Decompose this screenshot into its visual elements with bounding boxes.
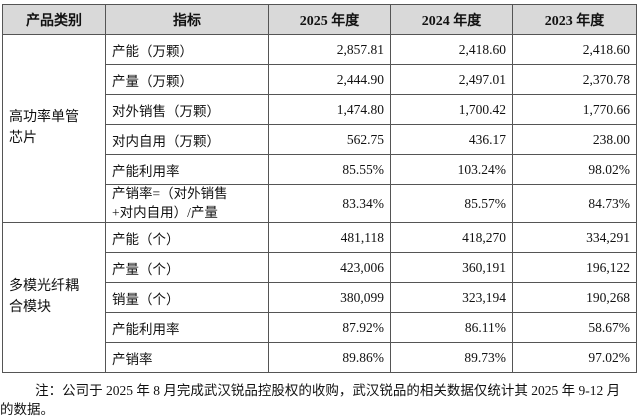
metric-label: 产能利用率 [112,321,180,337]
table-row: 产能利用率 87.92% 86.11% 58.67% [3,312,637,343]
metric-cell: 销量（个） [105,282,269,313]
metric-label: 销量（个） [112,291,180,307]
metric-cell: 产销率 [105,342,269,373]
value-cell: 83.34% [268,184,391,223]
metric-label: 产销率=（对外销售+对内自用）/产量 [112,186,228,220]
value-cell: 423,006 [268,252,391,283]
value-cell: 87.92% [268,312,391,343]
value-cell: 2,857.81 [268,34,391,65]
value-cell: 2,370.78 [512,64,637,95]
value-cell: 190,268 [512,282,637,313]
value-cell: 360,191 [390,252,513,283]
metric-cell: 产能利用率 [105,154,269,185]
value-cell: 238.00 [512,124,637,155]
metric-cell: 对外销售（万颗） [105,94,269,125]
header-cell: 2025 年度 [268,4,391,35]
value-cell: 2,444.90 [268,64,391,95]
metric-label: 产量（万颗） [112,73,193,89]
table-row: 对内自用（万颗） 562.75 436.17 238.00 [3,124,637,155]
capacity-table: 产品类别 指标 2025 年度 2024 年度 2023 年度 高功率单管芯片 产能（万颗… [2,4,637,373]
value-cell: 84.73% [512,184,637,223]
value-cell: 98.02% [512,154,637,185]
value-cell: 89.73% [390,342,513,373]
table-row: 产销率 89.86% 89.73% 97.02% [3,342,637,373]
metric-label: 对内自用（万颗） [112,133,220,149]
metric-cell: 产销率=（对外销售+对内自用）/产量 [105,184,269,223]
metric-label: 对外销售（万颗） [112,103,220,119]
value-cell: 562.75 [268,124,391,155]
table-row: 多模光纤耦合模块 产能（个） 481,118 418,270 334,291 [2,222,637,373]
header-cell: 指标 [105,4,269,35]
metric-cell: 产能（个） [105,222,269,253]
table-row: 对外销售（万颗） 1,474.80 1,700.42 1,770.66 [3,94,637,125]
metric-label: 产量（个） [112,261,180,277]
header-cell: 产品类别 [2,4,106,35]
value-cell: 436.17 [390,124,513,155]
footnote: 注：公司于 2025 年 8 月完成武汉锐品控股权的收购，武汉锐品的相关数据仅统… [0,383,621,417]
metric-label: 产销率 [112,351,153,367]
value-cell: 334,291 [512,222,637,253]
metric-label: 产能利用率 [112,163,180,179]
value-cell: 2,497.01 [390,64,513,95]
metric-cell: 产能利用率 [105,312,269,343]
metric-label: 产能（万颗） [112,43,193,59]
value-cell: 481,118 [268,222,391,253]
value-cell: 89.86% [268,342,391,373]
table-row: 产销率=（对外销售+对内自用）/产量 83.34% 85.57% 84.73% [3,184,637,223]
category-label: 高功率单管芯片 [9,110,79,146]
table-row: 销量（个） 380,099 323,194 190,268 [3,282,637,313]
header-cell: 2024 年度 [390,4,513,35]
value-cell: 1,474.80 [268,94,391,125]
category-cell: 多模光纤耦合模块 [2,222,106,373]
value-cell: 196,122 [512,252,637,283]
table-body: 高功率单管芯片 产能（万颗） 2,857.81 2,418.60 2,418.60 产量（… [2,34,637,373]
metric-cell: 对内自用（万颗） [105,124,269,155]
metric-label: 产能（个） [112,231,180,247]
value-cell: 418,270 [390,222,513,253]
category-label: 多模光纤耦合模块 [9,279,79,315]
value-cell: 85.55% [268,154,391,185]
table-row: 产量（万颗） 2,444.90 2,497.01 2,370.78 [3,64,637,95]
value-cell: 86.11% [390,312,513,343]
header-row: 产品类别 指标 2025 年度 2024 年度 2023 年度 [2,4,637,35]
value-cell: 1,770.66 [512,94,637,125]
value-cell: 97.02% [512,342,637,373]
header-cell: 2023 年度 [512,4,637,35]
value-cell: 1,700.42 [390,94,513,125]
value-cell: 380,099 [268,282,391,313]
metric-cell: 产量（个） [105,252,269,283]
metric-cell: 产量（万颗） [105,64,269,95]
metric-cell: 产能（万颗） [105,34,269,65]
value-cell: 103.24% [390,154,513,185]
value-cell: 58.67% [512,312,637,343]
value-cell: 323,194 [390,282,513,313]
value-cell: 85.57% [390,184,513,223]
table-row: 高功率单管芯片 产能（万颗） 2,857.81 2,418.60 2,418.60 [2,34,637,223]
value-cell: 2,418.60 [512,34,637,65]
category-cell: 高功率单管芯片 [2,34,106,223]
table-row: 产量（个） 423,006 360,191 196,122 [3,252,637,283]
value-cell: 2,418.60 [390,34,513,65]
table-row: 产能利用率 85.55% 103.24% 98.02% [3,154,637,185]
